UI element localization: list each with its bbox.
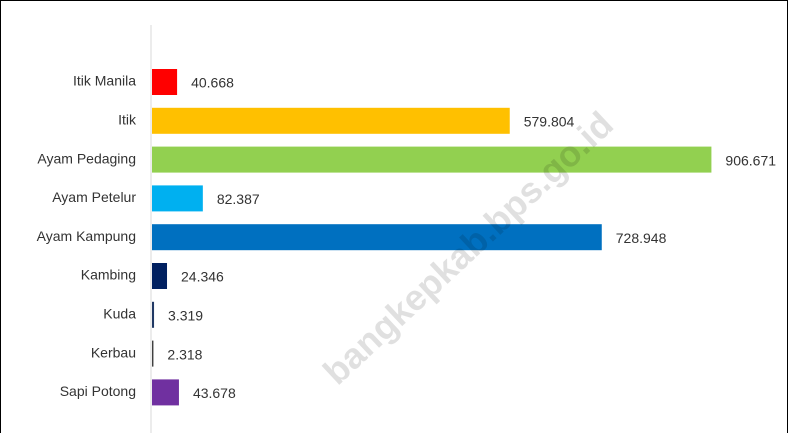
bar: [152, 263, 168, 289]
bar: [152, 224, 602, 251]
bar: [152, 107, 510, 134]
category-label: Sapi Potong: [60, 383, 136, 399]
bar: [152, 146, 712, 173]
category-label: Ayam Petelur: [52, 189, 136, 205]
value-label: 728.948: [616, 230, 667, 246]
value-label: 40.668: [191, 75, 234, 91]
value-label: 3.319: [168, 308, 203, 324]
value-label: 24.346: [181, 269, 224, 285]
value-label: 579.804: [524, 114, 575, 130]
bar: [152, 69, 178, 95]
category-label: Kambing: [81, 267, 136, 283]
category-label: Kuda: [103, 306, 136, 322]
category-label: Ayam Kampung: [37, 228, 136, 244]
category-label: Itik Manila: [73, 73, 136, 89]
category-label: Itik: [118, 112, 137, 128]
value-label: 906.671: [725, 152, 776, 168]
category-label: Ayam Pedaging: [37, 150, 136, 166]
bar: [152, 379, 179, 406]
bar: [152, 301, 155, 328]
value-label: 43.678: [193, 385, 236, 401]
bar: [152, 340, 154, 367]
category-label: Kerbau: [91, 344, 136, 360]
value-label: 82.387: [217, 191, 260, 207]
bar: [152, 185, 203, 212]
value-label: 2.318: [167, 346, 202, 362]
